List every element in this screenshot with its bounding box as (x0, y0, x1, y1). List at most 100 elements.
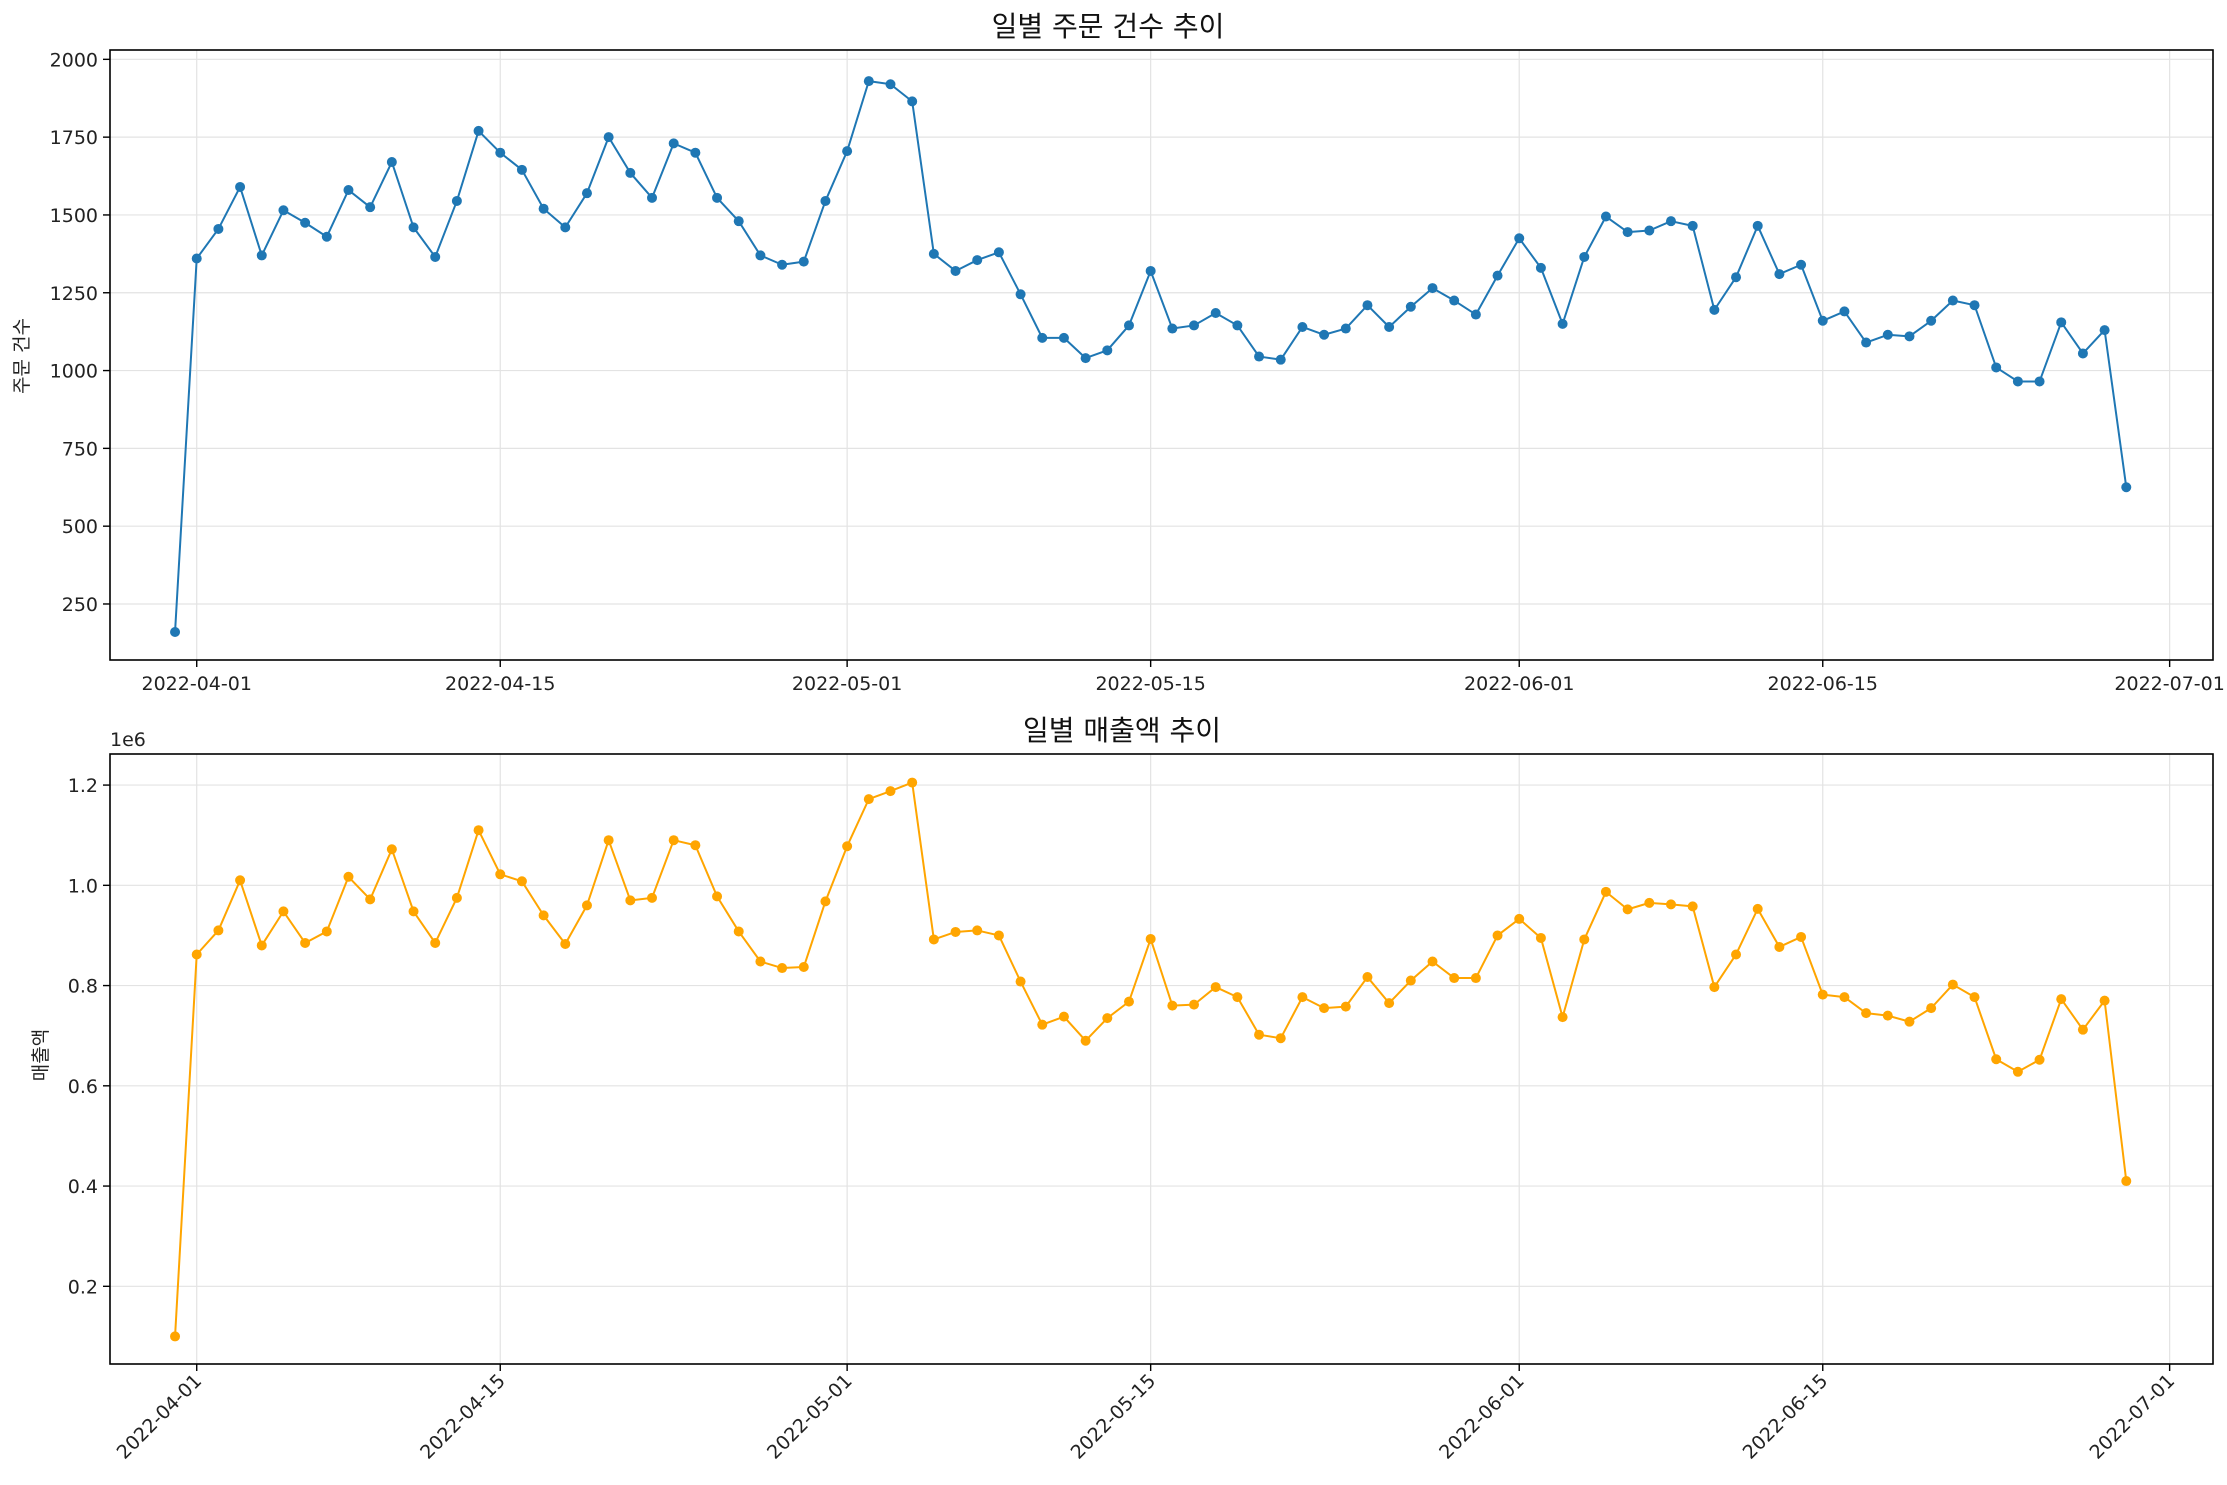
revenue-data-point (1470, 973, 1481, 984)
x-tick-label: 2022-05-15 (1067, 1370, 1161, 1464)
orders-data-point (2121, 482, 2132, 493)
orders-data-point (1557, 318, 1568, 329)
orders-data-point (863, 76, 874, 87)
revenue-data-point (647, 892, 658, 903)
revenue-data-point (2077, 1024, 2088, 1035)
revenue-data-point (408, 906, 419, 917)
revenue-data-point (1514, 913, 1525, 924)
revenue-data-point (1080, 1035, 1091, 1046)
orders-data-point (625, 167, 636, 178)
revenue-data-point (538, 910, 549, 921)
orders-plot-frame (109, 49, 2214, 661)
orders-data-point (1687, 220, 1698, 231)
revenue-data-point (885, 786, 896, 797)
orders-data-point (1362, 300, 1373, 311)
revenue-data-point (1926, 1003, 1937, 1014)
revenue-data-point (1167, 1000, 1178, 1011)
revenue-data-point (2034, 1054, 2045, 1065)
orders-data-point (1015, 289, 1026, 300)
revenue-data-point (1600, 886, 1611, 897)
revenue-data-point (1774, 941, 1785, 952)
orders-chart-title: 일별 주문 건수 추이 (992, 10, 1225, 43)
orders-data-point (1709, 304, 1720, 315)
orders-data-point (1731, 272, 1742, 283)
revenue-data-point (1731, 949, 1742, 960)
revenue-data-point (1319, 1003, 1330, 1014)
revenue-data-point (1687, 901, 1698, 912)
revenue-data-point (733, 926, 744, 937)
revenue-data-point (473, 825, 484, 836)
orders-data-point (950, 265, 961, 276)
orders-data-point (451, 195, 462, 206)
orders-data-point (993, 247, 1004, 258)
orders-data-point (1167, 323, 1178, 334)
orders-data-point (1600, 211, 1611, 222)
y-tick-label: 750 (62, 438, 98, 460)
orders-data-point (386, 157, 397, 168)
x-tick-label: 2022-06-15 (1739, 1370, 1833, 1464)
orders-data-point (1210, 307, 1221, 318)
orders-data-point (300, 217, 311, 228)
revenue-data-point (1340, 1001, 1351, 1012)
revenue-data-point (1015, 976, 1026, 987)
orders-data-point (408, 222, 419, 233)
revenue-data-point (581, 900, 592, 911)
orders-data-point (603, 132, 614, 143)
revenue-data-point (1839, 992, 1850, 1003)
revenue-data-point (863, 794, 874, 805)
revenue-plot-frame (109, 753, 2214, 1365)
orders-data-point (668, 138, 679, 149)
revenue-data-point (256, 940, 267, 951)
y-tick-label: 0.2 (68, 1276, 98, 1298)
orders-data-point (1579, 251, 1590, 262)
revenue-data-point (1882, 1010, 1893, 1021)
revenue-data-point (321, 926, 332, 937)
y-tick-label: 250 (62, 594, 98, 616)
revenue-data-point (2012, 1066, 2023, 1077)
orders-data-point (1080, 353, 1091, 364)
orders-data-point (170, 626, 181, 637)
revenue-data-point (1817, 989, 1828, 1000)
orders-data-point (777, 259, 788, 270)
orders-data-point (972, 255, 983, 266)
orders-data-point (2012, 376, 2023, 387)
orders-data-point (2099, 325, 2110, 336)
orders-data-point (2034, 376, 2045, 387)
revenue-data-point (2056, 994, 2067, 1005)
revenue-data-point (928, 934, 939, 945)
revenue-data-point (516, 876, 527, 887)
revenue-data-point (1947, 979, 1958, 990)
orders-data-point (1861, 337, 1872, 348)
revenue-data-point (365, 894, 376, 905)
revenue-data-point (170, 1331, 181, 1342)
orders-data-point (191, 253, 202, 264)
orders-data-point (733, 216, 744, 227)
orders-data-point (798, 256, 809, 267)
orders-data-point (1644, 225, 1655, 236)
orders-data-point (213, 223, 224, 234)
orders-data-point (1189, 320, 1200, 331)
x-tick-label: 2022-05-15 (1095, 673, 1205, 695)
orders-data-point (1926, 315, 1937, 326)
orders-grid (110, 50, 2213, 660)
revenue-data-point (1557, 1012, 1568, 1023)
orders-data-point (235, 181, 246, 192)
revenue-data-point (1210, 982, 1221, 993)
revenue-data-point (603, 835, 614, 846)
revenue-data-point (1384, 998, 1395, 1009)
y-tick-label: 0.8 (68, 976, 98, 998)
orders-data-point (1102, 345, 1113, 356)
revenue-data-point (820, 896, 831, 907)
orders-data-point (1037, 332, 1048, 343)
orders-data-point (1297, 321, 1308, 332)
orders-data-point (1904, 331, 1915, 342)
orders-data-point (1514, 233, 1525, 244)
revenue-data-point (300, 937, 311, 948)
orders-data-point (1058, 332, 1069, 343)
revenue-data-point (798, 962, 809, 973)
orders-data-point (1384, 321, 1395, 332)
revenue-y-axis-label: 매출액 (30, 1029, 52, 1081)
x-tick-label: 2022-06-01 (1435, 1370, 1529, 1464)
orders-data-point (755, 250, 766, 261)
